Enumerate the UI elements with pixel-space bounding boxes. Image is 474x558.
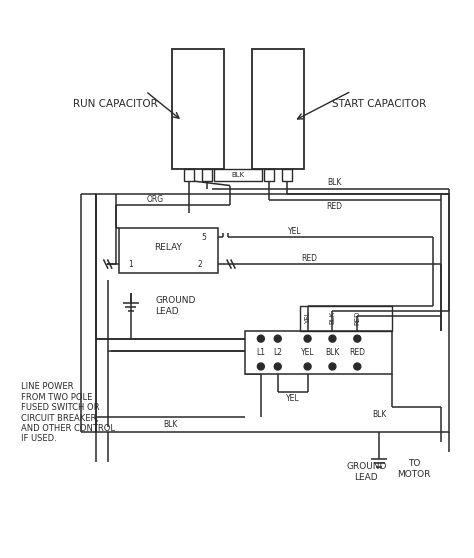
Text: RED: RED bbox=[354, 311, 360, 325]
Text: BLK: BLK bbox=[372, 410, 386, 418]
Text: RED: RED bbox=[327, 202, 342, 211]
Text: ORG: ORG bbox=[147, 195, 164, 204]
Text: START CAPACITOR: START CAPACITOR bbox=[332, 99, 426, 109]
Circle shape bbox=[329, 335, 336, 342]
Text: YEL: YEL bbox=[305, 311, 310, 324]
Text: L1: L1 bbox=[256, 348, 265, 357]
Text: RELAY: RELAY bbox=[155, 243, 182, 252]
Text: YEL: YEL bbox=[288, 227, 301, 236]
Text: RED: RED bbox=[349, 348, 365, 357]
Circle shape bbox=[354, 335, 361, 342]
Circle shape bbox=[274, 335, 281, 342]
Text: LINE POWER
FROM TWO POLE
FUSED SWITCH OR
CIRCUIT BREAKER,
AND OTHER CONTROL
IF U: LINE POWER FROM TWO POLE FUSED SWITCH OR… bbox=[21, 382, 115, 444]
Circle shape bbox=[304, 363, 311, 370]
Bar bbox=[184, 169, 194, 181]
Circle shape bbox=[274, 363, 281, 370]
Bar bbox=[252, 49, 304, 169]
Bar bbox=[245, 331, 392, 374]
Text: BLK: BLK bbox=[163, 420, 178, 429]
Text: BLK: BLK bbox=[327, 178, 342, 187]
Text: RUN CAPACITOR: RUN CAPACITOR bbox=[73, 99, 158, 109]
Bar bbox=[173, 49, 224, 169]
Text: BLK: BLK bbox=[325, 348, 340, 357]
Bar bbox=[96, 194, 449, 432]
Text: BLK: BLK bbox=[329, 311, 336, 324]
Text: TO
MOTOR: TO MOTOR bbox=[397, 459, 431, 479]
Text: YEL: YEL bbox=[286, 394, 300, 403]
Text: GROUND
LEAD: GROUND LEAD bbox=[155, 296, 196, 315]
Text: RED: RED bbox=[301, 254, 318, 263]
Circle shape bbox=[304, 335, 311, 342]
Bar bbox=[118, 228, 218, 273]
Text: BLK: BLK bbox=[231, 172, 245, 177]
Text: 2: 2 bbox=[198, 259, 202, 268]
Circle shape bbox=[354, 363, 361, 370]
Bar bbox=[282, 169, 292, 181]
Text: 5: 5 bbox=[202, 233, 207, 242]
Text: 1: 1 bbox=[128, 259, 133, 268]
Bar bbox=[300, 306, 392, 331]
Text: YEL: YEL bbox=[301, 348, 314, 357]
Text: GROUND
LEAD: GROUND LEAD bbox=[346, 462, 386, 482]
Circle shape bbox=[257, 335, 264, 342]
Bar bbox=[214, 169, 262, 181]
Circle shape bbox=[257, 363, 264, 370]
Circle shape bbox=[329, 363, 336, 370]
Bar bbox=[202, 169, 212, 181]
Text: L2: L2 bbox=[273, 348, 282, 357]
Bar bbox=[264, 169, 274, 181]
